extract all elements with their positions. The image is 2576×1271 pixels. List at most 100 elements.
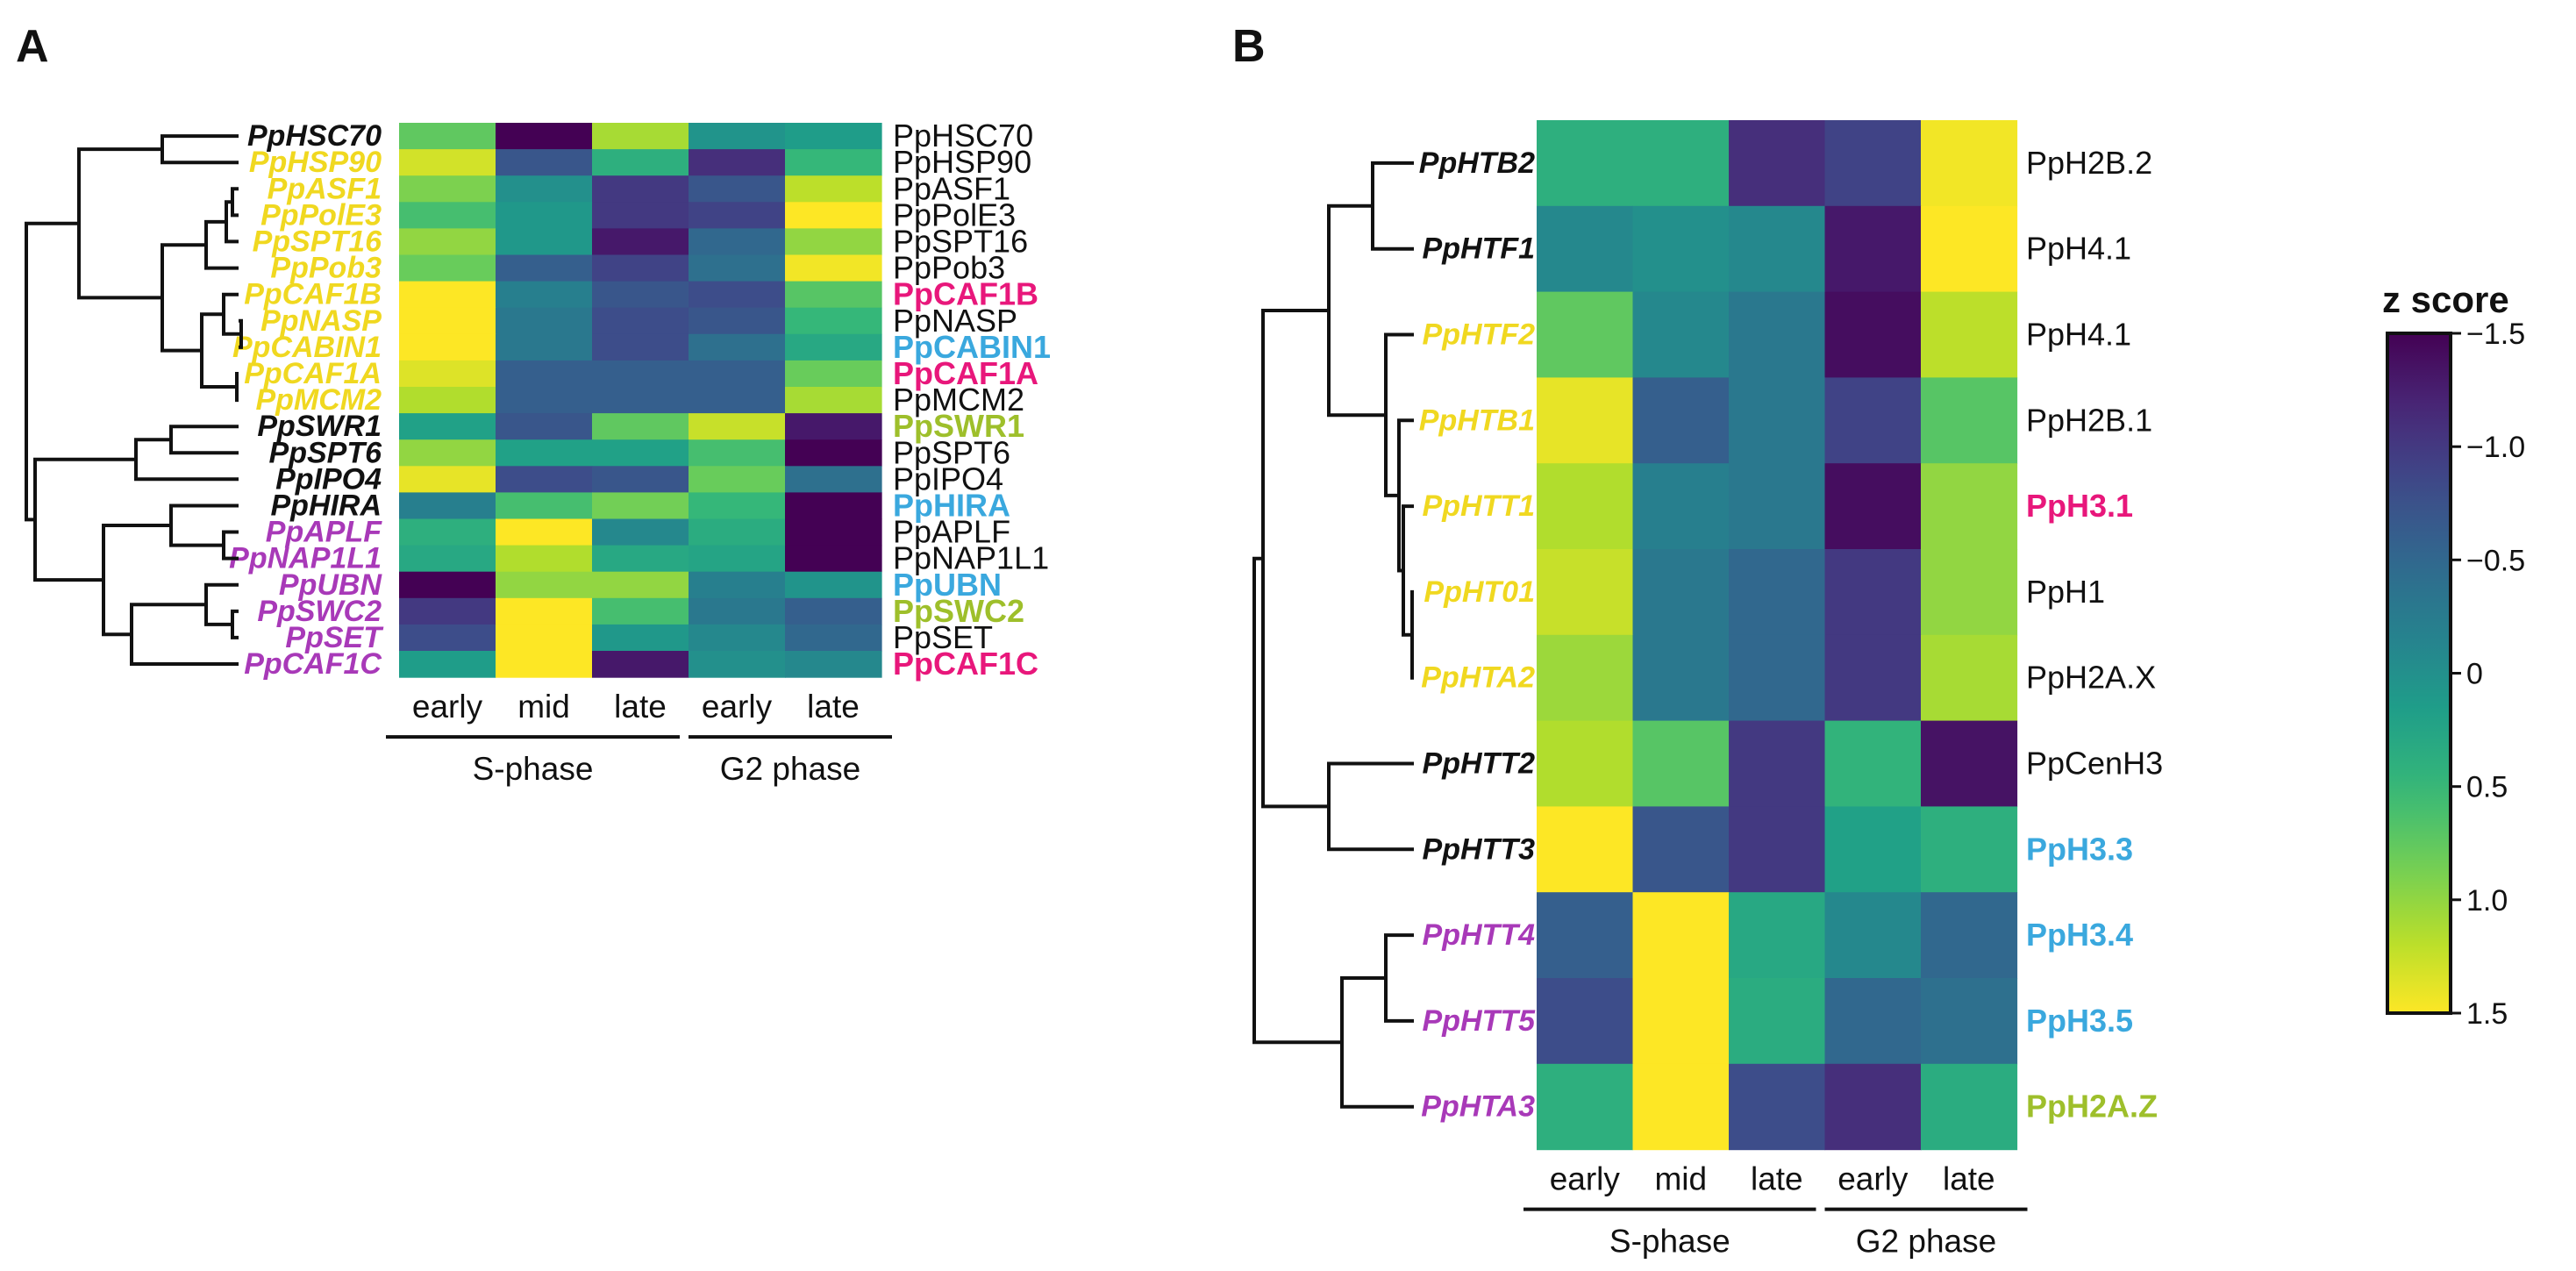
heatmap-cell bbox=[689, 624, 786, 652]
heatmap-cell bbox=[1632, 978, 1730, 1065]
group-label: G2 phase bbox=[720, 751, 860, 787]
tree-leaf-label: PpHSP90 bbox=[249, 146, 382, 179]
heatmap-cell bbox=[496, 254, 593, 282]
heatmap-cell bbox=[1824, 377, 1922, 464]
heatmap-cell bbox=[785, 571, 882, 599]
tree-leaf-label: PpHTF1 bbox=[1423, 232, 1535, 266]
heatmap-cell bbox=[689, 571, 786, 599]
heatmap-cell bbox=[689, 228, 786, 256]
heatmap-cell bbox=[785, 254, 882, 282]
heatmap-cell bbox=[785, 149, 882, 176]
row-label: PpH3.1 bbox=[2026, 488, 2133, 524]
heatmap-cell bbox=[689, 281, 786, 309]
row-label: PpCAF1B bbox=[893, 276, 1038, 312]
heatmap-cell bbox=[1537, 291, 1634, 378]
heatmap-cell bbox=[496, 545, 593, 573]
heatmap-cell bbox=[1537, 892, 1634, 979]
heatmap-cell bbox=[592, 624, 689, 652]
dendrogram-branch bbox=[1410, 589, 1414, 680]
heatmap-cell bbox=[399, 123, 496, 150]
tree-leaf-label: PpSPT16 bbox=[253, 225, 382, 258]
heatmap-cell bbox=[1729, 634, 1826, 722]
tree-leaf-label: PpUBN bbox=[279, 568, 383, 602]
heatmap-cell bbox=[1824, 291, 1922, 378]
column-label: mid bbox=[1654, 1161, 1707, 1197]
heatmap-cell bbox=[689, 413, 786, 440]
heatmap-cell bbox=[1632, 720, 1730, 807]
column-label: early bbox=[1837, 1161, 1909, 1197]
heatmap-cell bbox=[592, 571, 689, 599]
colorbar-tick-label: 0 bbox=[2466, 658, 2483, 691]
heatmap-panel-b: PpHTB2 PpH2B.2 PpHTF1 PpH4.1 PpHTF2 PpH4.1 PpH… bbox=[1252, 120, 2163, 1260]
group-label: S-phase bbox=[1609, 1224, 1730, 1260]
heatmap-cell bbox=[1824, 205, 1922, 293]
tree-leaf-label: PpHTT1 bbox=[1423, 489, 1535, 523]
heatmap-cell bbox=[496, 413, 593, 440]
heatmap-cell bbox=[1921, 806, 2018, 893]
heatmap-cell bbox=[689, 202, 786, 229]
row-label: PpSWC2 bbox=[893, 593, 1024, 629]
colorbar-tick-label: 1.0 bbox=[2466, 884, 2508, 918]
heatmap-cell bbox=[785, 545, 882, 573]
column-label: mid bbox=[517, 689, 570, 725]
heatmap-cell bbox=[592, 175, 689, 203]
heatmap-cell bbox=[1632, 634, 1730, 722]
colorbar-tick-label: −0.5 bbox=[2466, 544, 2525, 577]
heatmap-cell bbox=[1537, 978, 1634, 1065]
heatmap-cell bbox=[785, 307, 882, 335]
heatmap-cell bbox=[496, 518, 593, 546]
heatmap-cell bbox=[399, 571, 496, 599]
heatmap-cell bbox=[785, 597, 882, 625]
row-label: PpUBN bbox=[893, 567, 1002, 603]
group-label: G2 phase bbox=[1856, 1224, 1996, 1260]
heatmap-cell bbox=[399, 333, 496, 361]
column-label: early bbox=[702, 689, 773, 725]
dendrogram-branch bbox=[222, 292, 241, 336]
heatmap-cell bbox=[496, 149, 593, 176]
heatmap-cell bbox=[689, 307, 786, 335]
heatmap-cell bbox=[689, 466, 786, 493]
heatmap-cell bbox=[689, 651, 786, 678]
heatmap-cell bbox=[1921, 720, 2018, 807]
heatmap-cell bbox=[1537, 634, 1634, 722]
heatmap-cell bbox=[496, 281, 593, 309]
heatmap-cell bbox=[592, 651, 689, 678]
heatmap-cell bbox=[1921, 291, 2018, 378]
heatmap-cell bbox=[1632, 291, 1730, 378]
heatmap-cell bbox=[785, 175, 882, 203]
heatmap-cell bbox=[496, 651, 593, 678]
heatmap-cell bbox=[1632, 549, 1730, 636]
colorbar: z score−1.5 −1.0 −0.5 0 0.5 1.0 1.5 bbox=[2382, 279, 2525, 1031]
dendrogram-branch bbox=[1252, 556, 1342, 1045]
column-label: late bbox=[614, 689, 667, 725]
heatmap-cell bbox=[689, 597, 786, 625]
heatmap-cell bbox=[399, 466, 496, 493]
row-label: PpCABIN1 bbox=[893, 329, 1051, 365]
heatmap-cell bbox=[689, 387, 786, 414]
colorbar-tick-label: 1.5 bbox=[2466, 997, 2508, 1031]
heatmap-cell bbox=[1729, 720, 1826, 807]
tree-leaf-label: PpASF1 bbox=[268, 172, 382, 205]
dendrogram-branch bbox=[161, 243, 206, 353]
heatmap-cell bbox=[592, 597, 689, 625]
dendrogram-branch bbox=[1327, 204, 1386, 418]
heatmap-cell bbox=[592, 307, 689, 335]
heatmap-cell bbox=[496, 333, 593, 361]
heatmap-cell bbox=[1824, 549, 1922, 636]
dendrogram-branch bbox=[25, 221, 79, 522]
tree-leaf-label: PpCAF1B bbox=[244, 278, 382, 311]
heatmap-cell bbox=[1824, 720, 1922, 807]
heatmap-cell bbox=[399, 597, 496, 625]
tree-leaf-label: PpHSC70 bbox=[247, 119, 382, 153]
heatmap-cell bbox=[1632, 892, 1730, 979]
heatmap-cell bbox=[689, 175, 786, 203]
heatmap-cell bbox=[1729, 120, 1826, 207]
heatmap-cell bbox=[592, 413, 689, 440]
heatmap-cell bbox=[1537, 806, 1634, 893]
heatmap-cell bbox=[1824, 806, 1922, 893]
heatmap-cell bbox=[399, 518, 496, 546]
heatmap-cell bbox=[592, 254, 689, 282]
dendrogram-branch bbox=[231, 609, 239, 639]
row-label: PpHSC70 bbox=[893, 118, 1033, 154]
